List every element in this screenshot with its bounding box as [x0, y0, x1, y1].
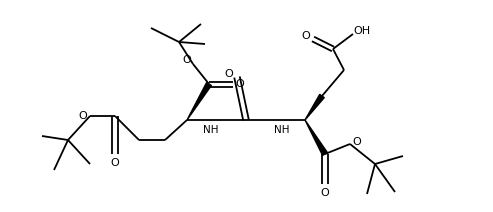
Text: O: O — [110, 158, 119, 168]
Text: O: O — [225, 69, 233, 79]
Text: O: O — [182, 55, 191, 65]
Text: NH: NH — [203, 125, 219, 135]
Text: O: O — [78, 111, 87, 121]
Text: OH: OH — [353, 26, 371, 36]
Text: O: O — [302, 31, 311, 41]
Text: O: O — [352, 137, 361, 147]
Polygon shape — [187, 82, 211, 120]
Polygon shape — [305, 94, 324, 120]
Polygon shape — [305, 120, 327, 155]
Text: NH: NH — [274, 125, 290, 135]
Text: O: O — [236, 79, 245, 89]
Text: O: O — [320, 188, 329, 198]
